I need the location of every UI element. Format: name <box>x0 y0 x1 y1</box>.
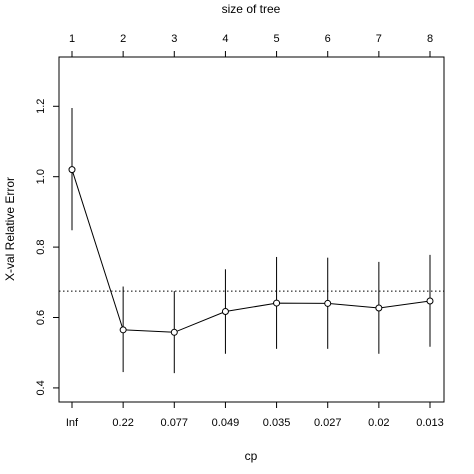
bottom-tick-label: 0.027 <box>314 417 342 429</box>
data-point <box>119 326 127 334</box>
bottom-tick-label: Inf <box>66 417 79 429</box>
y-axis: 0.4 0.6 0.8 1.0 1.2 <box>35 99 60 396</box>
data-point <box>221 308 229 316</box>
data-point <box>68 166 76 174</box>
top-tick-label: 4 <box>222 33 228 45</box>
bottom-tick-label: 0.22 <box>112 417 133 429</box>
bottom-axis: Inf 0.22 0.077 0.049 0.035 0.027 0.02 0.013 <box>66 401 444 429</box>
error-bars <box>71 108 431 374</box>
bottom-tick-label: 0.077 <box>161 417 189 429</box>
y-axis-title: X-val Relative Error <box>3 177 17 281</box>
data-point <box>273 299 281 307</box>
data-point <box>426 297 434 305</box>
top-tick-label: 5 <box>274 33 280 45</box>
y-tick-label: 0.8 <box>35 239 47 254</box>
top-tick-label: 6 <box>325 33 331 45</box>
y-tick-label: 1.2 <box>35 99 47 114</box>
top-axis: 1 2 3 4 5 6 7 8 <box>69 33 433 58</box>
top-tick-label: 7 <box>376 33 382 45</box>
top-tick-label: 1 <box>69 33 75 45</box>
x-axis-title: cp <box>245 449 258 463</box>
top-tick-label: 3 <box>171 33 177 45</box>
y-tick-label: 1.0 <box>35 169 47 184</box>
data-point <box>170 328 178 336</box>
bottom-tick-label: 0.013 <box>416 417 444 429</box>
bottom-tick-label: 0.02 <box>368 417 389 429</box>
top-tick-label: 2 <box>120 33 126 45</box>
top-tick-label: 8 <box>427 33 433 45</box>
bottom-tick-label: 0.035 <box>263 417 291 429</box>
bottom-tick-label: 0.049 <box>212 417 240 429</box>
series-line <box>71 169 431 333</box>
plot-frame <box>58 56 445 403</box>
data-point <box>375 304 383 312</box>
y-tick-label: 0.6 <box>35 310 47 325</box>
data-point <box>324 299 332 307</box>
top-axis-title: size of tree <box>222 2 281 16</box>
data-points <box>68 166 434 336</box>
y-tick-label: 0.4 <box>35 380 47 395</box>
series-line-group <box>71 169 431 333</box>
